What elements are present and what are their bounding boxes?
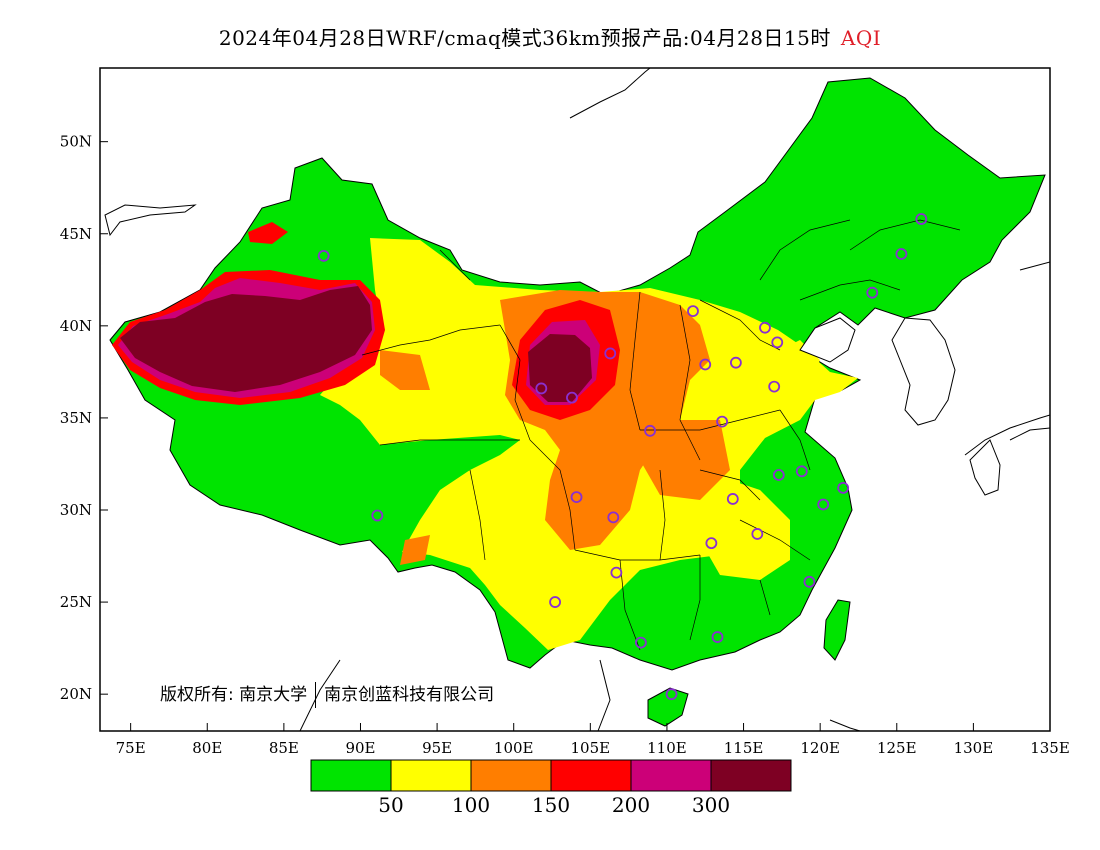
station-marker	[644, 424, 656, 437]
station-marker	[711, 631, 724, 643]
station-marker	[817, 498, 830, 511]
lon-tick-label: 115E	[724, 739, 764, 757]
station-marker	[768, 380, 781, 393]
lat-tick-label: 25N	[60, 593, 92, 611]
station-marker	[751, 528, 764, 540]
lon-tick-label: 80E	[192, 739, 222, 757]
longitude-axis: 75E 80E 85E 90E 95E 100E 105E 110E 115E 120E 125E 1…	[116, 723, 1070, 757]
station-marker	[895, 248, 908, 260]
lon-tick-label: 95E	[422, 739, 452, 757]
station-marker	[795, 465, 808, 478]
legend-label: 50	[378, 793, 403, 817]
lat-tick-label: 20N	[60, 685, 92, 703]
lon-tick-label: 120E	[800, 739, 840, 757]
station-marker	[687, 305, 699, 318]
neighbor-outlines	[104, 68, 1050, 731]
station-marker	[607, 511, 620, 524]
province-borders	[361, 219, 961, 651]
legend-swatch	[310, 759, 392, 792]
taiwan-island	[823, 599, 851, 661]
copyright-separator	[315, 682, 317, 708]
copyright-org-nju: 南京大学	[239, 685, 308, 705]
station-marker	[803, 575, 816, 588]
map-title: 2024年04月28日WRF/cmaq模式36km预报产品:04月28日15时 A…	[0, 22, 1100, 51]
bohai-sea	[799, 317, 856, 363]
station-marker	[610, 566, 623, 579]
lon-tick-label: 130E	[954, 739, 994, 757]
lon-tick-label: 75E	[116, 739, 146, 757]
lat-tick-label: 30N	[60, 501, 92, 519]
station-marker	[726, 493, 739, 505]
legend-label: 200	[612, 793, 650, 817]
station-marker	[317, 249, 330, 262]
lon-tick-label: 85E	[269, 739, 299, 757]
aqi-legend: 50 100 150 200 300	[310, 759, 792, 817]
lat-tick-label: 35N	[60, 409, 92, 427]
lon-tick-label: 100E	[494, 739, 534, 757]
lat-tick-label: 40N	[60, 317, 92, 335]
legend-swatch	[390, 759, 472, 792]
legend-label: 300	[692, 793, 730, 817]
lon-tick-label: 125E	[877, 739, 917, 757]
legend-swatch	[470, 759, 552, 792]
lat-tick-label: 50N	[60, 133, 92, 151]
lon-tick-label: 90E	[345, 739, 375, 757]
lon-tick-label: 110E	[647, 739, 687, 757]
title-text: 2024年04月28日WRF/cmaq模式36km预报产品:04月28日15时	[218, 26, 831, 50]
legend-swatch	[710, 759, 792, 792]
station-marker	[759, 321, 771, 334]
station-marker	[866, 286, 879, 299]
lat-tick-label: 45N	[60, 225, 92, 243]
station-marker	[705, 537, 718, 550]
copyright-prefix: 版权所有:	[160, 685, 234, 705]
station-marker	[371, 509, 384, 522]
station-marker	[837, 481, 850, 494]
station-marker	[915, 213, 928, 225]
station-marker	[570, 491, 583, 504]
copyright-notice: 版权所有: 南京大学 南京创蓝科技有限公司	[160, 680, 494, 708]
station-marker	[699, 358, 712, 371]
station-marker	[535, 382, 548, 395]
legend-swatch	[630, 759, 712, 792]
legend-label: 150	[532, 793, 570, 817]
station-marker	[729, 356, 742, 369]
product-label: AQI	[840, 26, 882, 50]
lon-tick-label: 135E	[1030, 739, 1070, 757]
station-marker	[566, 391, 578, 404]
station-marker	[634, 636, 647, 649]
latitude-axis: 20N 25N 30N 35N 40N 45N 50N	[60, 133, 108, 703]
station-marker	[604, 347, 617, 360]
legend-swatch	[550, 759, 632, 792]
map-area	[104, 68, 1050, 731]
copyright-org-chuanglan: 南京创蓝科技有限公司	[324, 685, 495, 705]
monitoring-stations	[317, 213, 928, 701]
station-marker	[772, 469, 785, 481]
legend-label: 100	[452, 793, 490, 817]
station-marker	[549, 596, 561, 608]
station-marker	[771, 336, 784, 349]
hainan-island	[647, 687, 689, 727]
station-marker	[716, 415, 728, 428]
map-frame	[99, 67, 1051, 732]
lon-tick-label: 105E	[571, 739, 611, 757]
station-marker	[665, 688, 678, 701]
